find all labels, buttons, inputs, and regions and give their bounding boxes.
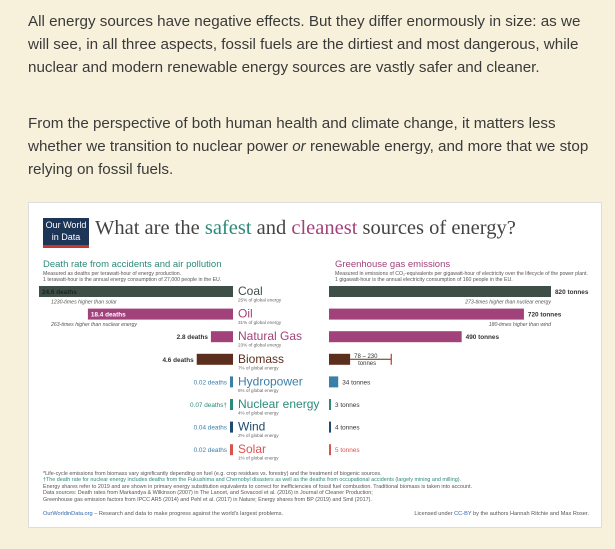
emission-bar-nuclear-energy: [329, 399, 331, 410]
category-label-nuclear-energy: Nuclear energy: [238, 397, 319, 411]
paragraph-emphasis: or: [292, 138, 306, 155]
death-bar-wind: [230, 421, 233, 433]
title-part-3: sources of energy?: [357, 217, 516, 239]
footnote-biomass: *Life-cycle emissions from biomass vary …: [43, 471, 382, 477]
footer-license: Licensed under CC-BY by the authors Hann…: [414, 511, 589, 517]
title-part-2: and: [251, 217, 292, 239]
footnotes: *Life-cycle emissions from biomass vary …: [43, 471, 593, 503]
category-label-oil: Oil: [238, 307, 253, 321]
emission-value-label-hydropower: 34 tonnes: [342, 379, 370, 386]
death-note-oil: 263-times higher than nuclear energy: [50, 322, 137, 328]
energy-share-wind: 2% of global energy: [238, 433, 279, 438]
emission-value-label-nuclear-energy: 3 tonnes: [335, 402, 360, 409]
emissions-subtitle: Measured in emissions of CO₂-equivalents…: [335, 271, 588, 277]
category-label-solar: Solar: [238, 442, 266, 456]
death-value-label-natural-gas: 2.8 deaths: [177, 334, 209, 341]
death-bar-biomass: [196, 353, 233, 365]
emission-value-label-biomass: 78 – 230: [354, 354, 378, 360]
death-value-label-biomass: 4.6 deaths: [162, 357, 194, 364]
death-note-coal: 1230-times higher than solar: [51, 300, 117, 306]
emission-bar-solar: [329, 444, 331, 456]
chart-title: What are the safest and cleanest sources…: [95, 217, 516, 240]
owid-logo[interactable]: Our World in Data: [43, 218, 89, 245]
death-value-label-oil: 18.4 deaths: [91, 312, 126, 319]
category-label-natural-gas: Natural Gas: [238, 329, 302, 343]
title-cleanest: cleanest: [291, 217, 358, 239]
energy-share-hydropower: 6% of global energy: [238, 388, 279, 393]
emission-value-label-coal: 820 tonnes: [555, 289, 589, 296]
emission-value-label-solar: 5 tonnes: [335, 447, 360, 454]
emission-note-oil: 180-times higher than wind: [489, 322, 552, 328]
footnote-data-sources: Data sources: Death rates from Markandya…: [43, 490, 373, 497]
category-label-hydropower: Hydropower: [238, 374, 303, 388]
transition-paragraph: From the perspective of both human healt…: [28, 112, 603, 181]
emissions-panel-title: Greenhouse gas emissions: [335, 259, 451, 270]
title-safest: safest: [204, 217, 252, 239]
paragraph-text-start: From the perspective of both human healt…: [28, 115, 556, 155]
category-label-biomass: Biomass: [238, 352, 284, 366]
logo-line-1: Our World: [45, 220, 87, 230]
footnote-energy-shares: Energy shares refer to 2019 and are show…: [43, 483, 472, 490]
emission-bar-biomass: [329, 353, 351, 365]
title-part-1: What are the: [95, 217, 205, 239]
death-bar-coal: [39, 286, 233, 297]
emission-bar-coal: [329, 286, 551, 297]
footnote-data-sources-2: Greenhouse gas emission factors from IPC…: [43, 496, 372, 503]
emissions-note: 1 gigawatt-hour is the annual electricit…: [335, 277, 513, 283]
energy-share-nuclear-energy: 4% of global energy: [238, 411, 279, 416]
logo-line-2: in Data: [51, 232, 81, 242]
category-label-wind: Wind: [238, 420, 265, 434]
death-bar-nuclear-energy: [230, 399, 233, 410]
death-value-label-solar: 0.02 deaths: [194, 447, 227, 454]
emission-bar-hydropower: [329, 376, 339, 388]
death-value-label-nuclear-energy: 0.07 deaths†: [190, 402, 227, 409]
death-bar-natural-gas: [210, 331, 233, 343]
logo-accent-bar: [43, 245, 89, 248]
category-label-coal: Coal: [238, 284, 263, 298]
emission-unit-label-biomass: tonnes: [358, 361, 376, 367]
death-bar-oil: [87, 308, 233, 320]
footer-credit: OurWorldinData.org – Research and data t…: [43, 511, 283, 517]
footnote-nuclear: †The death rate for nuclear energy inclu…: [43, 477, 461, 484]
emission-value-label-natural-gas: 490 tonnes: [466, 334, 500, 341]
death-value-label-hydropower: 0.02 deaths: [194, 379, 227, 386]
energy-safety-figure[interactable]: Our World in Data What are the safest and…: [28, 202, 602, 528]
license-link[interactable]: CC-BY: [454, 511, 472, 517]
energy-share-oil: 31% of global energy: [238, 320, 282, 325]
death-rate-subtitle: Measured as deaths per terawatt-hour of …: [43, 271, 182, 277]
license-text-end: by the authors Hannah Ritchie and Max Ro…: [471, 511, 589, 517]
footer-tagline: – Research and data to make progress aga…: [92, 511, 284, 517]
license-text-start: Licensed under: [414, 511, 455, 517]
death-bar-solar: [230, 444, 233, 456]
intro-paragraph: All energy sources have negative effects…: [28, 13, 581, 76]
energy-share-biomass: 7% of global energy: [238, 365, 279, 370]
death-value-label-coal: 24.6 deaths: [42, 289, 77, 296]
emission-value-label-wind: 4 tonnes: [335, 425, 360, 432]
death-rate-note: 1 terawatt-hour is the annual energy con…: [43, 277, 222, 283]
emission-note-coal: 273-times higher than nuclear energy: [464, 300, 551, 306]
death-rate-panel-title: Death rate from accidents and air pollut…: [43, 259, 222, 270]
bar-chart: 24.6 deaths 1230-times higher than solar C…: [39, 284, 589, 461]
paragraph-text-end: renewable energy, and more that we stop …: [28, 138, 589, 178]
death-value-label-wind: 0.04 deaths: [194, 425, 227, 432]
emission-value-label-oil: 720 tonnes: [528, 312, 562, 319]
death-bar-hydropower: [230, 376, 233, 388]
owid-link[interactable]: OurWorldinData.org: [43, 511, 93, 517]
energy-share-coal: 25% of global energy: [238, 298, 282, 303]
emission-bar-natural-gas: [329, 331, 462, 343]
emission-bar-wind: [329, 421, 331, 433]
emission-bar-oil: [329, 308, 524, 320]
energy-share-natural-gas: 23% of global energy: [238, 343, 282, 348]
energy-share-solar: 1% of global energy: [238, 456, 279, 461]
